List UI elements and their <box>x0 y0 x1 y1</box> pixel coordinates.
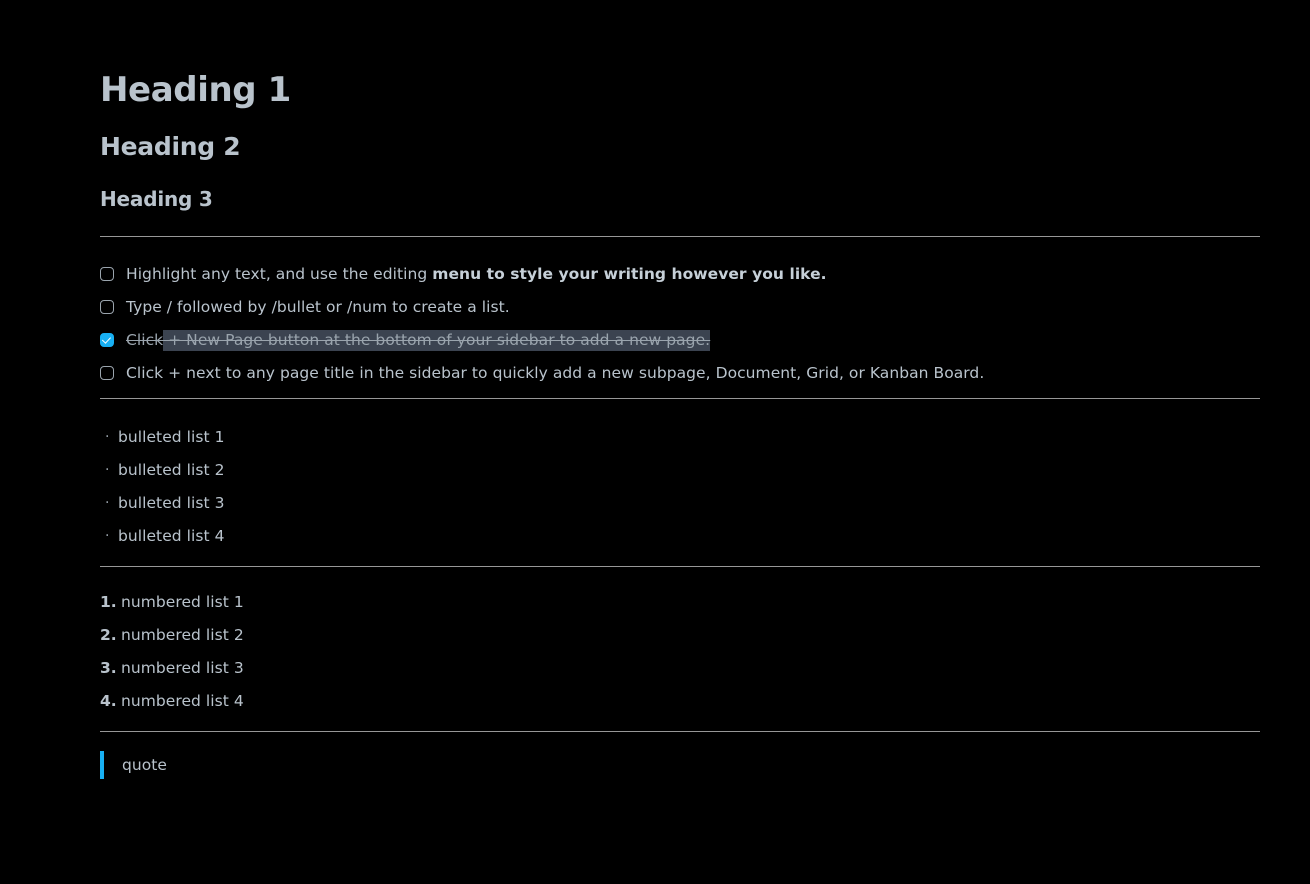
checkbox-unchecked-icon[interactable] <box>100 300 114 314</box>
todo-item-label: Highlight any text, and use the editing … <box>126 258 827 291</box>
section-divider <box>100 566 1260 567</box>
todo-item-label: Click + next to any page title in the si… <box>126 357 984 390</box>
heading-2[interactable]: Heading 2 <box>100 132 241 161</box>
list-item-marker: 4. <box>100 692 117 710</box>
list-item-label: bulleted list 1 <box>118 428 225 446</box>
checkbox-unchecked-icon[interactable] <box>100 267 114 281</box>
quote-accent-bar <box>100 751 104 779</box>
list-item-label: bulleted list 2 <box>118 461 225 479</box>
quote-block[interactable]: quote <box>100 750 167 780</box>
list-item-label: bulleted list 3 <box>118 494 225 512</box>
list-item[interactable]: 2. numbered list 2 <box>100 619 1260 652</box>
list-item-marker: 1. <box>100 593 117 611</box>
todo-item-label: Type / followed by /bullet or /num to cr… <box>126 291 510 324</box>
todo-text-plain: Type / followed by /bullet or /num to cr… <box>126 298 510 316</box>
todo-item-label: Click + New Page button at the bottom of… <box>126 324 711 357</box>
todo-list: Highlight any text, and use the editing … <box>100 258 1260 390</box>
list-item[interactable]: · bulleted list 1 <box>100 421 1260 454</box>
heading-1[interactable]: Heading 1 <box>100 70 291 110</box>
list-item-label: bulleted list 4 <box>118 527 225 545</box>
todo-text-bold: menu to style your writing however you l… <box>432 265 827 283</box>
todo-item[interactable]: Type / followed by /bullet or /num to cr… <box>100 291 1260 324</box>
heading-3[interactable]: Heading 3 <box>100 187 213 211</box>
todo-text-plain: Click + next to any page title in the si… <box>126 364 985 382</box>
list-item-label: numbered list 3 <box>121 659 244 677</box>
section-divider <box>100 398 1260 399</box>
section-divider <box>100 731 1260 732</box>
bulleted-list: · bulleted list 1 · bulleted list 2 · bu… <box>100 421 1260 553</box>
list-item[interactable]: · bulleted list 4 <box>100 520 1260 553</box>
todo-item[interactable]: Click + next to any page title in the si… <box>100 357 1260 390</box>
list-item[interactable]: 1. numbered list 1 <box>100 586 1260 619</box>
bullet-dot-icon: · <box>105 528 110 544</box>
list-item-label: numbered list 4 <box>121 692 244 710</box>
checkbox-checked-icon[interactable] <box>100 333 114 347</box>
list-item[interactable]: 3. numbered list 3 <box>100 652 1260 685</box>
quote-text: quote <box>122 756 168 774</box>
bullet-dot-icon: · <box>105 462 110 478</box>
list-item[interactable]: 4. numbered list 4 <box>100 685 1260 718</box>
checkbox-unchecked-icon[interactable] <box>100 366 114 380</box>
section-divider <box>100 236 1260 237</box>
todo-text-plain: Click <box>126 331 164 349</box>
list-item-label: numbered list 2 <box>121 626 244 644</box>
list-item-marker: 2. <box>100 626 117 644</box>
list-item-marker: 3. <box>100 659 117 677</box>
todo-item[interactable]: Highlight any text, and use the editing … <box>100 258 1260 291</box>
list-item[interactable]: · bulleted list 2 <box>100 454 1260 487</box>
bullet-dot-icon: · <box>105 429 110 445</box>
text-selection-highlight[interactable]: + New Page button at the bottom of your … <box>163 330 711 351</box>
todo-text-plain: Highlight any text, and use the editing <box>126 265 433 283</box>
numbered-list: 1. numbered list 1 2. numbered list 2 3.… <box>100 586 1260 718</box>
todo-item-completed[interactable]: Click + New Page button at the bottom of… <box>100 324 1260 357</box>
list-item[interactable]: · bulleted list 3 <box>100 487 1260 520</box>
bullet-dot-icon: · <box>105 495 110 511</box>
list-item-label: numbered list 1 <box>121 593 244 611</box>
